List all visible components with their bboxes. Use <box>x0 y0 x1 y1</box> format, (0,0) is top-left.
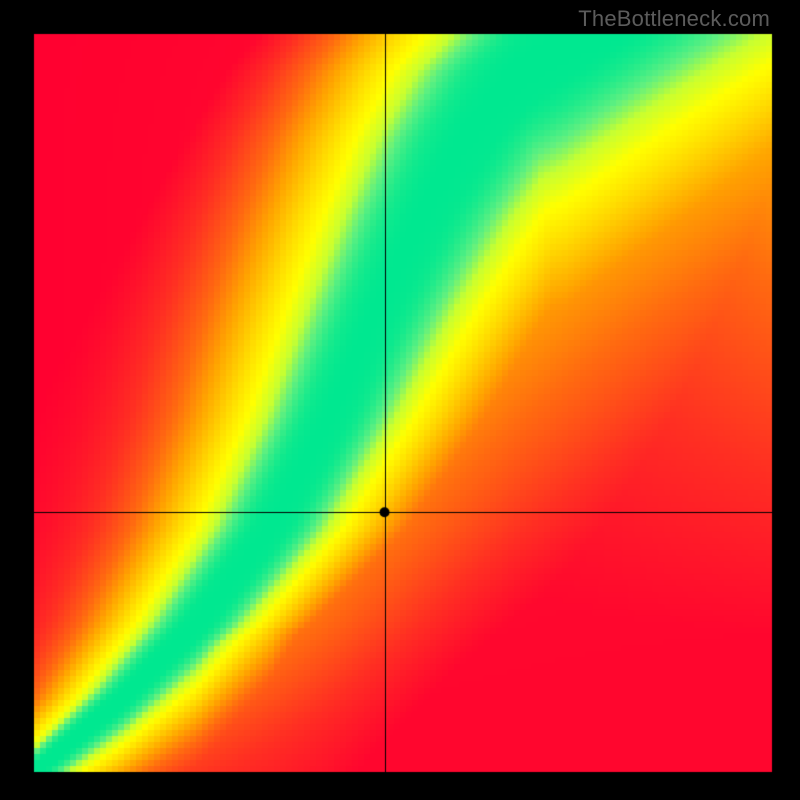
chart-container: TheBottleneck.com <box>0 0 800 800</box>
watermark-label: TheBottleneck.com <box>578 6 770 32</box>
bottleneck-heatmap <box>0 0 800 800</box>
